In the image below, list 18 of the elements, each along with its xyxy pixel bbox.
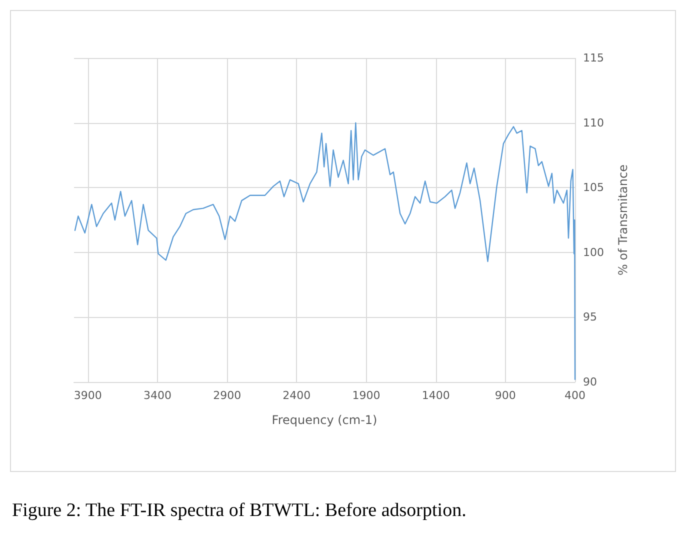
line-series xyxy=(74,122,576,380)
y-tick-label: 115 xyxy=(583,52,604,64)
y-tick-label: 90 xyxy=(583,376,597,388)
x-tick-label: 2900 xyxy=(213,389,242,402)
y-tick-label: 105 xyxy=(583,181,604,194)
y-axis-title: % of Transmitance xyxy=(616,164,630,276)
y-tick-label: 110 xyxy=(583,116,604,130)
x-tick-label: 900 xyxy=(494,389,516,402)
y-tick-label: 95 xyxy=(583,310,597,324)
x-tick-label: 400 xyxy=(564,389,586,402)
x-tick-label: 1900 xyxy=(352,389,380,402)
y-tick-label: 100 xyxy=(583,246,604,259)
x-tick-label: 3400 xyxy=(144,389,172,402)
x-tick-label: 1400 xyxy=(422,389,450,402)
x-axis-title: Frequency (cm-1) xyxy=(272,413,378,427)
caption: Figure 2: The FT-IR spectra of BTWTL: Before adsorption. xyxy=(12,500,468,522)
x-tick-label: 2400 xyxy=(282,389,311,402)
x-tick-label: 3900 xyxy=(74,389,102,402)
